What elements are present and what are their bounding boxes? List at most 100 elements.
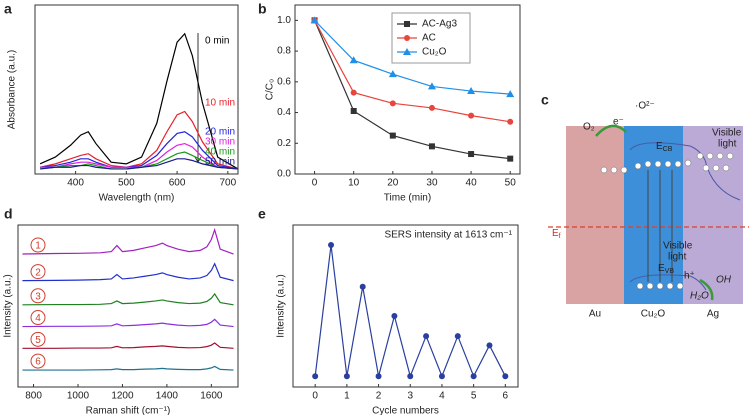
marker: [312, 373, 319, 380]
y-axis-label: Absorbance (a.u.): [7, 50, 18, 130]
y-axis-label: Intensity (a.u.): [276, 274, 287, 337]
marker: [467, 87, 476, 95]
series-line: [22, 227, 234, 255]
x-tick-label: 30: [426, 178, 438, 189]
legend-marker: [404, 35, 410, 41]
evb-sub: VB: [665, 268, 675, 275]
series-label: 6: [35, 357, 41, 368]
o2-label: O₂: [583, 122, 595, 133]
marker: [506, 90, 515, 98]
y-tick-label: 0.6: [277, 76, 291, 87]
series-line: [22, 262, 234, 282]
marker: [427, 82, 436, 90]
series-line: [40, 131, 239, 170]
legend-label: AC: [422, 33, 436, 44]
marker: [349, 56, 358, 64]
evb-label: EVB: [658, 263, 674, 275]
hole-label: h⁺: [684, 271, 695, 282]
ecb-label: ECB: [656, 141, 673, 153]
x-tick-label: 1200: [111, 391, 134, 402]
oh-label: OH: [716, 275, 732, 286]
panel-label: d: [4, 206, 13, 222]
marker: [389, 132, 396, 139]
x-tick-label: 1000: [67, 391, 90, 402]
au-region: [566, 126, 624, 304]
x-axis-label: Cycle numbers: [372, 406, 439, 415]
marker: [428, 143, 435, 150]
y-axis-label: C/C₀: [265, 79, 276, 100]
cu2o-region: [624, 126, 683, 304]
legend-marker: [404, 21, 410, 27]
series-line: [22, 342, 234, 349]
series-line: [22, 318, 234, 328]
series-line: [314, 19, 511, 95]
x-tick-label: 700: [220, 178, 237, 189]
marker: [507, 118, 514, 125]
y-tick-label: 1.0: [277, 15, 291, 26]
evb-text: E: [658, 263, 665, 274]
marker: [423, 333, 430, 340]
series-line: [314, 20, 511, 160]
marker: [507, 155, 514, 162]
series-badge: [30, 310, 46, 326]
plot-frame: [292, 224, 519, 388]
panel-label: b: [258, 1, 267, 17]
plot-frame: [17, 224, 239, 388]
series-label: 40 min: [205, 147, 235, 158]
marker: [310, 16, 319, 24]
marker: [468, 112, 475, 119]
panel-label: e: [258, 206, 266, 222]
ef-text: E: [552, 228, 559, 239]
x-tick-label: 5: [471, 391, 477, 402]
panel-label: c: [541, 92, 549, 108]
series-line: [314, 244, 506, 379]
y-axis-label: Intensity (a.u.): [3, 274, 14, 337]
oh-arrow: [699, 278, 714, 301]
x-axis-label: Wavelength (nm): [99, 193, 175, 204]
x-tick-label: 50: [505, 178, 517, 189]
marker: [454, 333, 461, 340]
water-label: H₂O: [690, 291, 709, 302]
marker: [350, 89, 357, 96]
x-tick-label: 6: [503, 391, 509, 402]
y-tick-label: 0.2: [277, 138, 291, 149]
superoxide-label: ·O²⁻: [635, 101, 655, 112]
marker: [343, 373, 350, 380]
marker: [350, 108, 357, 115]
y-tick-label: 0.0: [277, 169, 291, 180]
x-tick-label: 1600: [200, 391, 223, 402]
excitation-arrows: [647, 170, 673, 282]
series-label: 50 min: [205, 157, 235, 168]
x-axis-label: Time (min): [384, 193, 431, 204]
x-tick-label: 0: [312, 391, 318, 402]
series-line: [40, 158, 239, 170]
marker: [438, 373, 445, 380]
cb-band: [629, 142, 741, 201]
light-label: light: [718, 139, 737, 150]
panel-label: a: [4, 1, 12, 17]
series-label: 3: [35, 291, 41, 302]
x-tick-label: 500: [118, 178, 135, 189]
vb-band: [629, 274, 707, 291]
ecb-sub: CB: [663, 146, 673, 153]
o2-arrow: [595, 124, 627, 137]
legend-label: Cu₂O: [422, 47, 447, 58]
y-tick-label: 0.4: [277, 107, 291, 118]
marker: [468, 151, 475, 158]
light-label: light: [668, 252, 687, 263]
decay-arrow: [194, 33, 202, 163]
marker: [328, 242, 335, 249]
series-badge: [30, 353, 46, 369]
annotation: SERS intensity at 1613 cm⁻¹: [384, 230, 512, 241]
marker: [486, 342, 493, 349]
marker: [502, 373, 509, 380]
series-label: 10 min: [205, 98, 235, 109]
marker: [388, 70, 397, 78]
series-label: 4: [35, 313, 41, 324]
band-diagram: O₂ e⁻ ·O²⁻ ECB EVB Ef Visible light Visi…: [548, 101, 749, 320]
x-axis-label: Raman shift (cm⁻¹): [86, 406, 171, 415]
plot-frame: [294, 4, 521, 175]
ecb-text: E: [656, 141, 663, 152]
